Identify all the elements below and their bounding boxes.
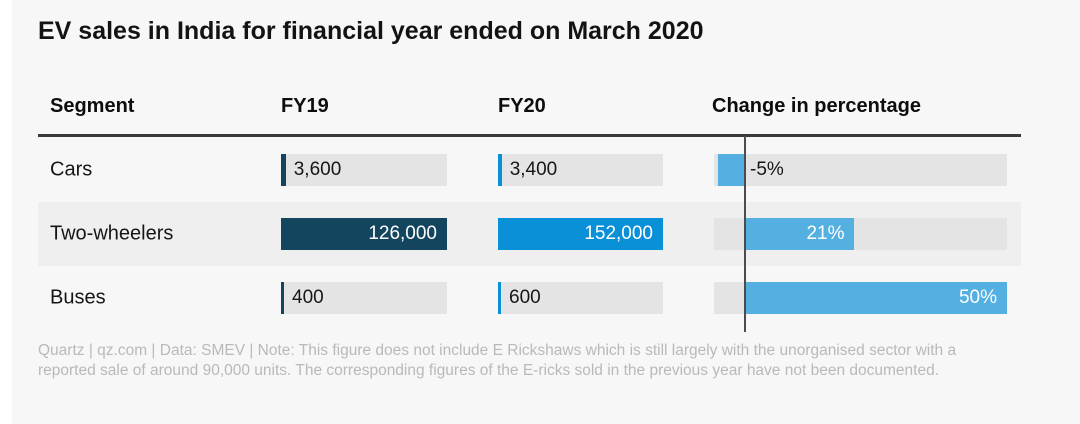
zero-baseline — [744, 136, 746, 332]
fy19-bar-fill — [281, 218, 447, 250]
chg-bar-track: 50% — [714, 282, 1007, 314]
bar-value-label: 21% — [806, 223, 845, 244]
chg-bar-fill — [744, 218, 855, 250]
bar-value-label: -5% — [750, 159, 784, 180]
fy20-bar-fill — [498, 154, 502, 186]
fy19-bar-fill — [281, 282, 284, 314]
segment-label: Cars — [50, 158, 93, 181]
table-row: Two-wheelers 126,000 152,000 21% — [38, 202, 1021, 266]
chart-title: EV sales in India for financial year end… — [38, 17, 704, 45]
bar-value-label: 152,000 — [584, 223, 653, 244]
fy19-bar-fill — [281, 154, 286, 186]
fy19-bar-track: 400 — [281, 282, 447, 314]
bar-value-label: 400 — [292, 287, 324, 308]
bar-value-label: 600 — [509, 287, 541, 308]
fy20-bar-track: 152,000 — [498, 218, 663, 250]
chg-bar-track: -5% — [714, 154, 1007, 186]
bar-value-label: 3,600 — [293, 159, 342, 180]
fy20-bar-fill — [498, 282, 501, 314]
bar-value-label: 126,000 — [368, 223, 437, 244]
source-note: Quartz | qz.com | Data: SMEV | Note: Thi… — [38, 342, 957, 379]
bar-value-label: 3,400 — [509, 159, 558, 180]
chg-bar-track: 21% — [714, 218, 1007, 250]
fy20-bar-track: 600 — [498, 282, 663, 314]
table-row: Buses 400 600 50% — [38, 266, 1021, 330]
chg-bar-fill — [744, 282, 1007, 314]
segment-label: Buses — [50, 286, 106, 309]
segment-label: Two-wheelers — [50, 222, 174, 245]
column-header-fy19: FY19 — [281, 95, 329, 117]
column-header-segment: Segment — [50, 95, 135, 117]
header-divider-line — [38, 134, 1021, 137]
column-header-fy20: FY20 — [498, 95, 546, 117]
table-row: Cars 3,600 3,400 -5% — [38, 138, 1021, 202]
fy19-bar-track: 3,600 — [281, 154, 447, 186]
column-header-change: Change in percentage — [712, 95, 921, 117]
fy19-bar-track: 126,000 — [281, 218, 447, 250]
fy20-bar-fill — [498, 218, 663, 250]
bar-value-label: 50% — [958, 287, 997, 308]
chg-bar-fill — [717, 154, 744, 186]
fy20-bar-track: 3,400 — [498, 154, 663, 186]
